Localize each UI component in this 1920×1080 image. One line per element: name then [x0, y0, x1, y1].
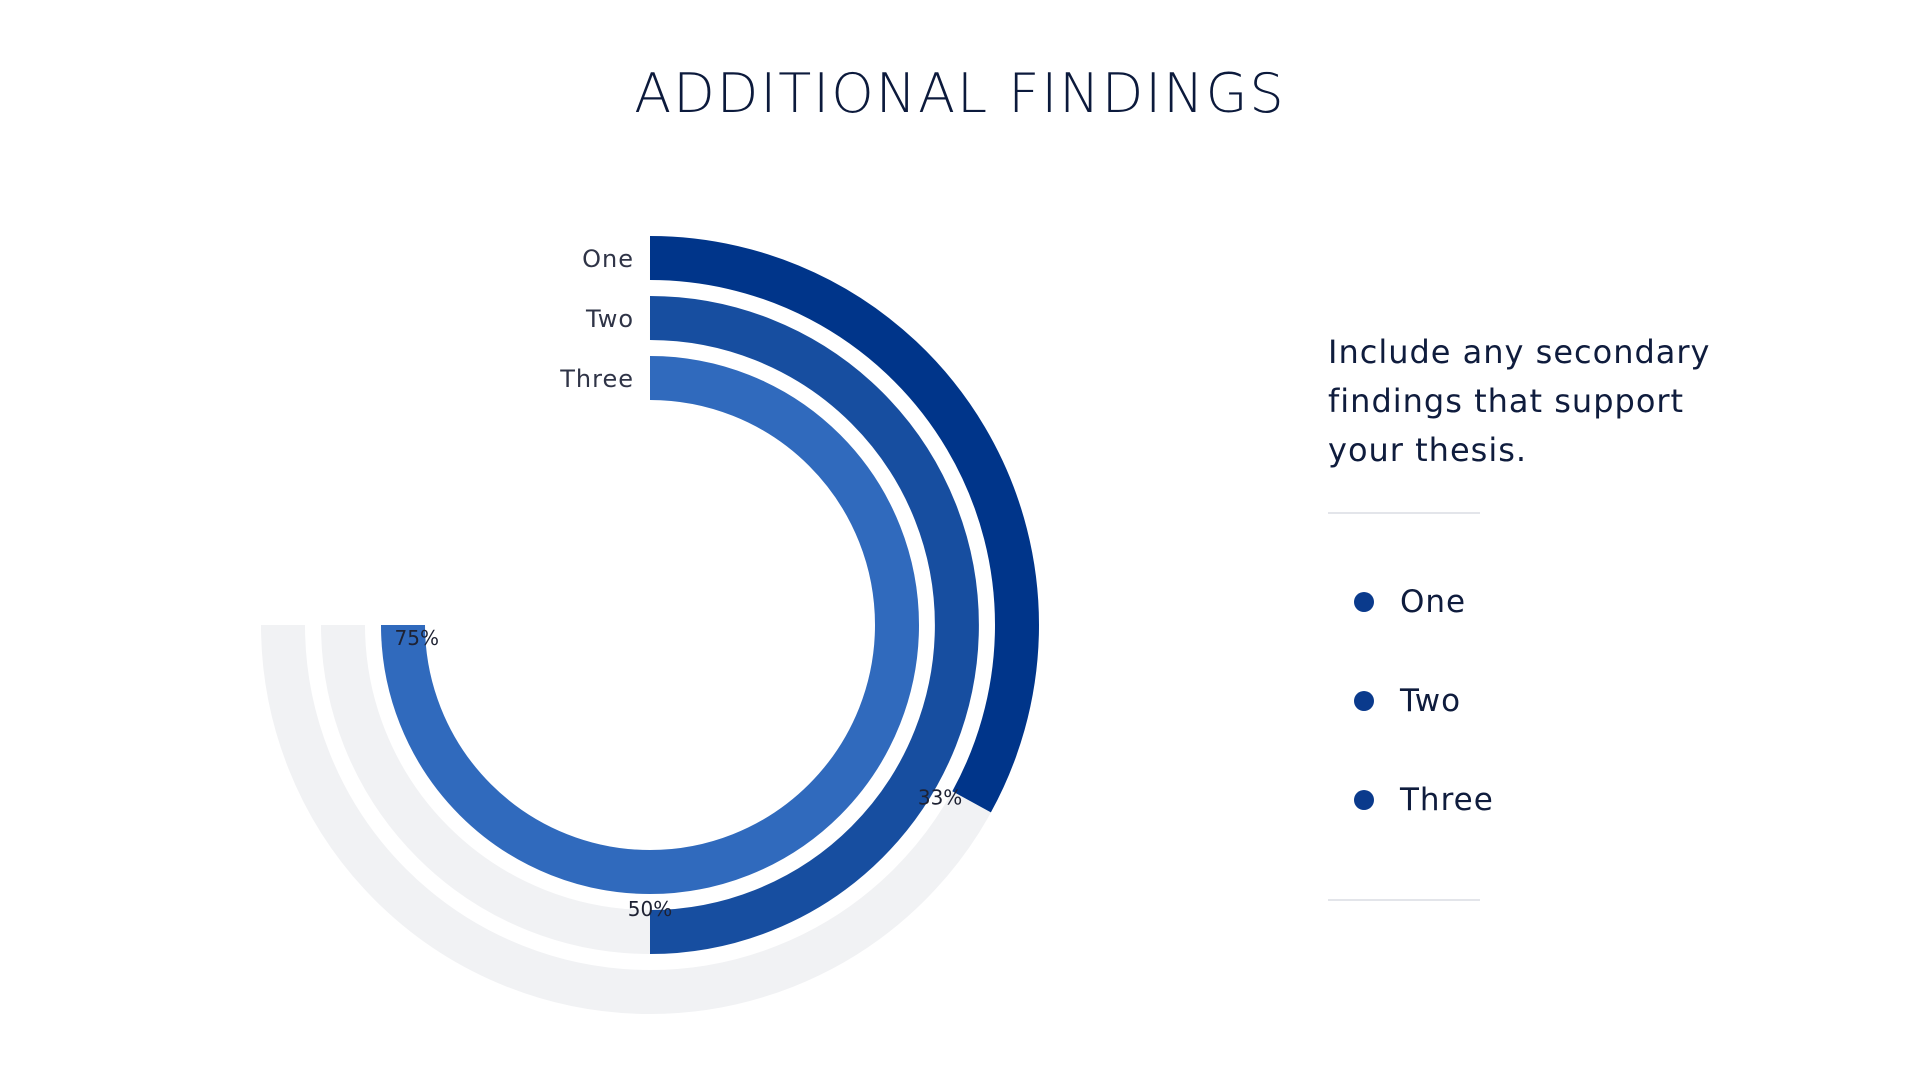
bar-one	[649, 236, 1039, 813]
value-label-three: 75%	[395, 626, 439, 650]
legend-item-one: One	[1354, 582, 1494, 622]
divider-bottom	[1328, 899, 1480, 901]
legend: One Two Three	[1354, 582, 1494, 879]
ring-bars	[381, 236, 1039, 954]
slide-title: ADDITIONAL FINDINGS	[634, 62, 1286, 125]
legend-dot-icon	[1354, 790, 1374, 810]
legend-dot-icon	[1354, 592, 1374, 612]
value-label-two: 50%	[628, 897, 672, 921]
bar-two	[649, 296, 979, 954]
legend-dot-icon	[1354, 691, 1374, 711]
divider-top	[1328, 512, 1480, 514]
value-label-one: 33%	[918, 786, 962, 810]
legend-item-three: Three	[1354, 780, 1494, 820]
legend-label: Two	[1400, 683, 1462, 719]
legend-label: Three	[1400, 782, 1494, 818]
ring-label-one: One	[582, 245, 634, 273]
legend-item-two: Two	[1354, 681, 1494, 721]
ring-label-three: Three	[559, 365, 634, 393]
ring-label-two: Two	[585, 305, 634, 333]
description-text: Include any secondary findings that supp…	[1328, 333, 1711, 469]
ring-labels: One 33% Two 50% Three 75%	[395, 245, 963, 921]
legend-label: One	[1400, 584, 1467, 620]
bar-three	[381, 356, 919, 894]
